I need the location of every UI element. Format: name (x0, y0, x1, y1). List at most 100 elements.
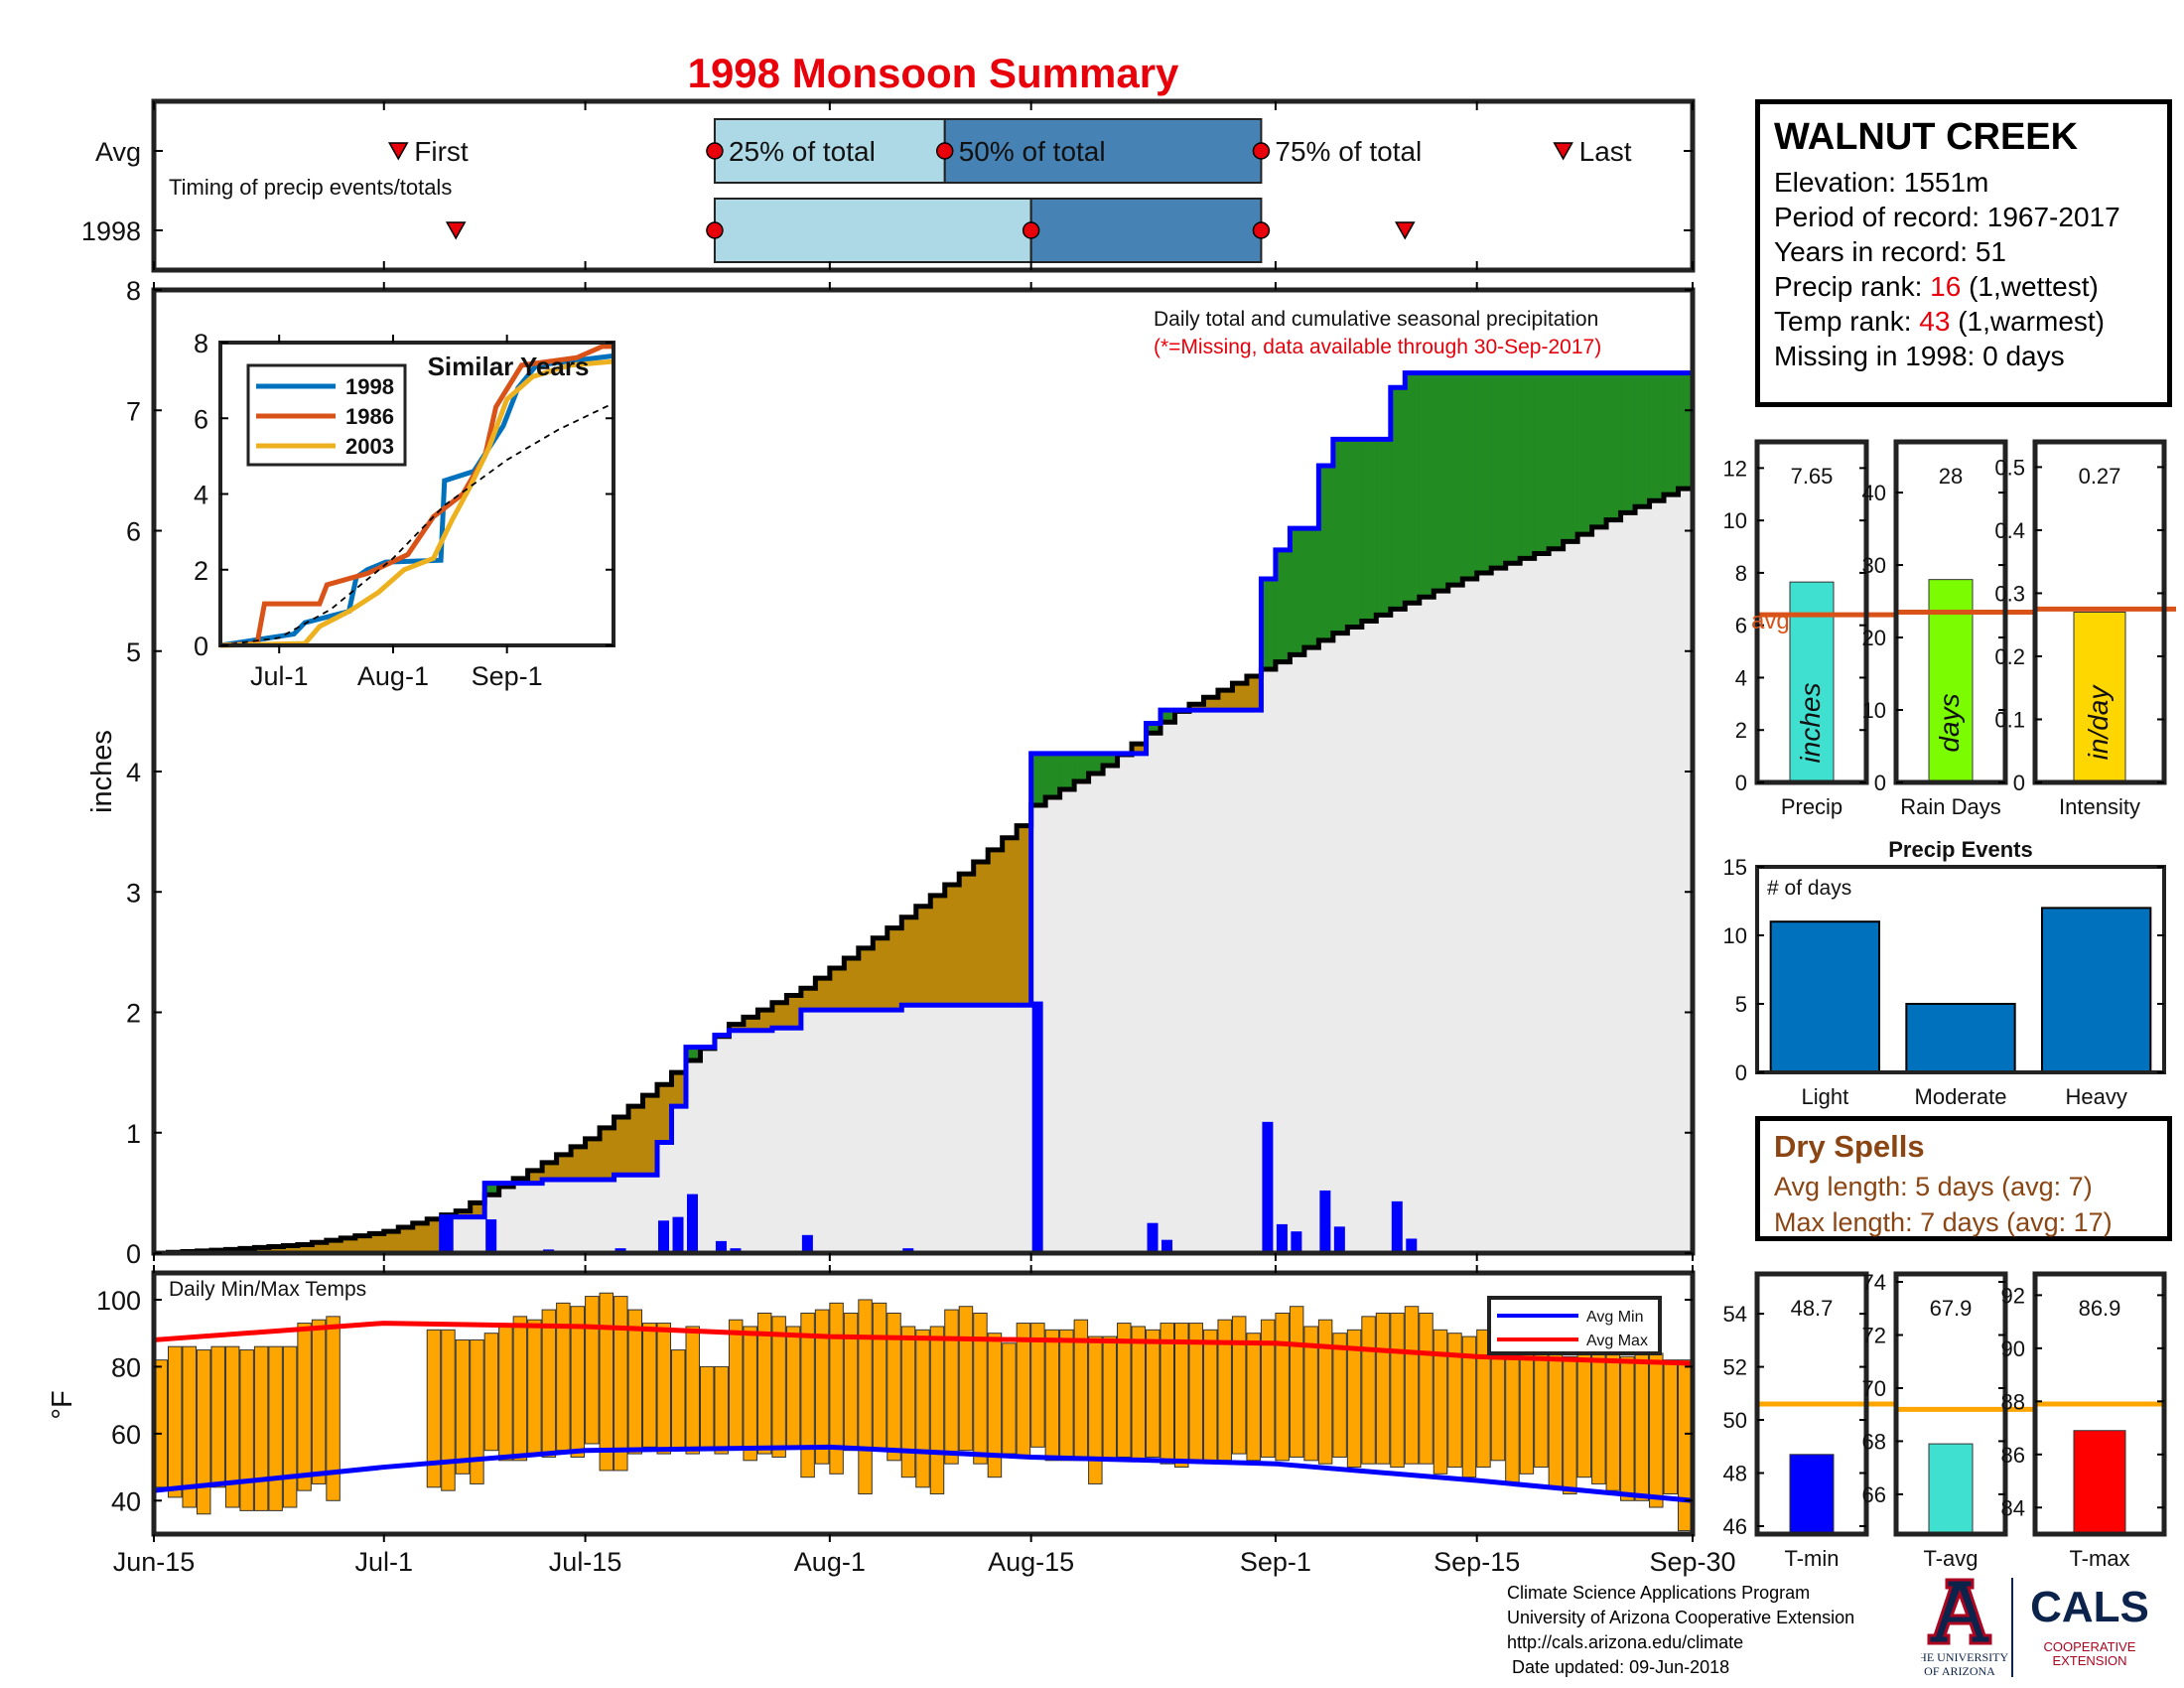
season-precip-y-tick-label: 4 (1735, 665, 1747, 690)
daily-precip-bar (1161, 1239, 1173, 1253)
t-avg-y-tick-label: 68 (1862, 1429, 1886, 1454)
below-avg-fill (341, 1237, 356, 1253)
t-avg-bar (1928, 1443, 1974, 1535)
temps-y-tick-label: 80 (111, 1352, 141, 1382)
t-min-y-tick-label: 48 (1723, 1462, 1747, 1486)
quartile-box-50-75 (943, 118, 1263, 184)
footer-line-1: Climate Science Applications Program (1507, 1583, 1811, 1603)
y-tick-label: 6 (126, 517, 141, 547)
below-avg-fill (771, 1002, 787, 1029)
above-avg-fill (1433, 372, 1449, 592)
legend-label-1986: 1986 (345, 404, 394, 429)
daily-temp-bar (642, 1323, 657, 1448)
daily-temp-bar (1605, 1349, 1621, 1491)
below-avg-fill (585, 1138, 601, 1181)
temp-rank-suffix: (1,warmest) (1950, 306, 2106, 337)
daily-precip-bar (1291, 1231, 1302, 1253)
below-avg-fill (283, 1245, 299, 1253)
cals-logo-text: CALS (2030, 1583, 2149, 1631)
above-avg-fill (1664, 372, 1680, 495)
t-max-bar (2073, 1430, 2126, 1535)
t-min-y-tick-label: 46 (1723, 1514, 1747, 1539)
daily-temp-bar (512, 1316, 528, 1462)
inset-y-tick-label: 0 (194, 632, 208, 661)
legend-label-1998: 1998 (345, 374, 394, 399)
t-min-y-tick-label: 54 (1723, 1302, 1747, 1327)
daily-temp-bar (282, 1345, 298, 1508)
event-bar-heavy (2041, 907, 2152, 1074)
p50-label: 50% of total (959, 136, 1106, 167)
daily-temp-bar (1419, 1312, 1433, 1465)
inset-y-tick-label: 2 (194, 556, 208, 586)
rain-days-y-tick-label: 40 (1862, 481, 1886, 505)
dry-spells-max-length: Max length: 7 days (avg: 17) (1774, 1207, 2113, 1237)
daily-temp-bar (426, 1329, 442, 1488)
above-avg-fill (1505, 372, 1521, 564)
above-avg-fill (1549, 372, 1565, 549)
daily-temp-bar (887, 1312, 901, 1462)
y-tick-label: 7 (126, 396, 141, 426)
season-precip-y-tick-label: 12 (1723, 456, 1747, 481)
daily-temp-bar (1361, 1316, 1376, 1465)
daily-temp-bar (843, 1312, 859, 1452)
daily-temp-bar (1447, 1333, 1462, 1469)
below-avg-fill (398, 1227, 414, 1253)
daily-temps-chart: 40 60 80 100 Jun-15 Jul-1 Jul-15 Aug-1 Aug-15 Sep… (47, 1265, 1736, 1577)
daily-temp-bar (814, 1309, 830, 1465)
daily-temp-bar (1202, 1329, 1218, 1462)
daily-temp-bar (656, 1323, 671, 1455)
daily-temp-bar (167, 1345, 183, 1498)
intensity-y-tick-label: 0.3 (1994, 581, 2025, 606)
below-avg-fill (1017, 825, 1032, 1006)
station-name: WALNUT CREEK (1774, 116, 2079, 158)
daily-temp-bar (268, 1345, 283, 1511)
x-tick-label: Jul-1 (355, 1547, 414, 1577)
quartile-marker (706, 221, 724, 239)
above-avg-fill (1678, 372, 1694, 490)
above-avg-fill (1520, 372, 1536, 559)
above-avg-fill (1303, 528, 1319, 648)
daily-precip-bar (686, 1194, 698, 1253)
daily-temp-bar (714, 1365, 729, 1455)
y-axis-label: inches (86, 730, 118, 813)
temps-title: Daily Min/Max Temps (169, 1278, 366, 1301)
daily-temp-bar (1649, 1352, 1664, 1508)
year-cumulative-line (439, 370, 1693, 1253)
last-label: Last (1579, 136, 1632, 167)
intensity-bar (2073, 612, 2126, 783)
daily-temp-bar (311, 1319, 327, 1484)
temp-rank-value: 43 (1919, 306, 1951, 337)
t-min-frame (1754, 1271, 1869, 1537)
above-avg-fill (1318, 466, 1334, 640)
daily-temp-bar (1461, 1336, 1477, 1478)
below-avg-fill (657, 1084, 673, 1143)
events-y-tick-label: 5 (1735, 992, 1747, 1017)
dry-spells-avg-length: Avg length: 5 days (avg: 7) (1774, 1172, 2093, 1201)
daily-temp-bar (455, 1338, 471, 1475)
quartile-marker (935, 142, 954, 160)
below-avg-fill (973, 861, 989, 1006)
event-category-label: Moderate (1915, 1084, 2007, 1109)
intensity-y-tick-label: 0.1 (1994, 707, 2025, 732)
daily-temp-bar (915, 1329, 930, 1488)
above-avg-fill (1103, 753, 1119, 766)
daily-precip-bar (1319, 1190, 1331, 1253)
intensity-y-tick-label: 0.2 (1994, 644, 2025, 669)
below-avg-fill (1132, 744, 1148, 754)
above-avg-fill (1419, 372, 1434, 598)
events-y-tick-label: 10 (1723, 923, 1747, 948)
daily-temp-bar (253, 1345, 269, 1511)
intensity-frame (2032, 439, 2167, 785)
daily-temp-bar (1576, 1342, 1592, 1478)
daily-temp-bar (1634, 1345, 1650, 1501)
t-max-y-tick-label: 88 (2001, 1389, 2025, 1414)
daily-temp-bar (224, 1345, 240, 1508)
events-y-tick-label: 0 (1735, 1060, 1747, 1085)
x-tick-label: Aug-15 (988, 1547, 1074, 1577)
above-avg-fill (1361, 439, 1377, 622)
inset-x-tick-label: Jul-1 (250, 661, 309, 691)
above-avg-fill (1606, 372, 1622, 520)
intensity-y-tick-label: 0 (2013, 771, 2025, 795)
coop-line-2: EXTENSION (2052, 1653, 2126, 1668)
